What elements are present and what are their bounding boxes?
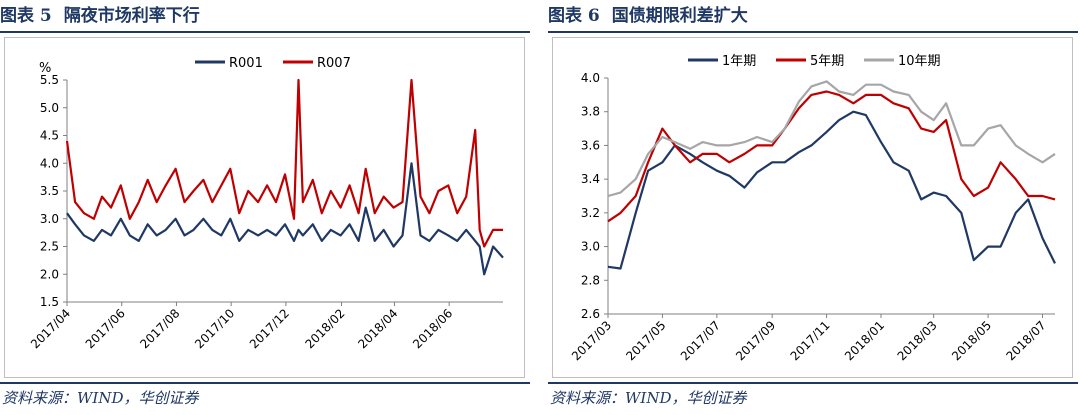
figure-caption: 隔夜市场利率下行 <box>63 6 200 26</box>
x-tick-label: 2017/06 <box>83 306 128 351</box>
figure-title: 图表 5 隔夜市场利率下行 <box>0 2 212 30</box>
source-note: 资料来源：WIND，华创证券 <box>2 389 199 407</box>
legend-label: R007 <box>317 56 351 71</box>
x-tick-label: 2017/08 <box>137 306 182 351</box>
title-rule <box>548 31 1078 33</box>
figure-caption: 国债期限利差扩大 <box>611 6 748 26</box>
x-tick-label: 2017/04 <box>28 306 73 351</box>
x-tick-label: 2018/02 <box>302 306 347 351</box>
x-tick-label: 2018/05 <box>949 318 994 363</box>
y-tick-label: 3.0 <box>581 240 600 254</box>
series-line-1年期 <box>607 110 1056 270</box>
y-tick-label: 3.2 <box>581 206 600 220</box>
y-tick-label: 3.4 <box>581 172 600 186</box>
legend-label: R001 <box>229 56 263 71</box>
y-tick-label: 2.6 <box>581 307 600 321</box>
term-spread-chart: 2.6 2.8 3.0 3.2 3.4 3.6 3.8 4.0 2017/03 2017/05 20… <box>552 37 1073 378</box>
y-tick-label: 5.0 <box>40 101 59 115</box>
y-axis-label: % <box>39 61 51 76</box>
chart0-svg: 1.52.02.53.03.54.04.55.05.5%2017/04 2017/… <box>28 56 504 351</box>
y-tick-label: 2.8 <box>581 273 600 287</box>
x-tick-label: 2018/01 <box>842 318 887 363</box>
series-line-10年期 <box>607 80 1056 198</box>
y-tick-label: 2.5 <box>40 240 59 254</box>
y-tick-label: 4.0 <box>40 156 59 170</box>
x-tick-label: 2017/03 <box>569 318 614 363</box>
y-tick-label: 3.6 <box>581 138 600 152</box>
y-tick-label: 1.5 <box>40 295 59 309</box>
y-tick-label: 5.5 <box>40 73 59 87</box>
x-tick-label: 2018/04 <box>355 306 400 351</box>
x-tick-label: 2017/10 <box>192 306 237 351</box>
legend-label: 10年期 <box>898 54 941 69</box>
legend-label: 5年期 <box>810 54 844 69</box>
figure-title: 图表 6 国债期限利差扩大 <box>548 2 760 30</box>
x-tick-label: 2018/07 <box>1003 318 1048 363</box>
overnight-rate-chart: 1.5 2.0 2.5 3.0 3.5 4.0 4.5 5.0 5.5% 2017/04 2017/… <box>4 37 525 378</box>
series-line-R001 <box>66 162 504 276</box>
series-line-R007 <box>65 78 503 248</box>
figure-number: 图表 6 <box>548 6 600 26</box>
y-tick-label: 4.0 <box>581 71 600 85</box>
legend-label: 1年期 <box>722 54 756 69</box>
x-tick-label: 2017/07 <box>678 318 723 363</box>
source-rule <box>0 382 530 384</box>
y-tick-label: 4.5 <box>40 129 59 143</box>
x-tick-label: 2017/09 <box>733 318 778 363</box>
y-tick-label: 3.5 <box>40 184 59 198</box>
title-rule <box>0 31 530 33</box>
series-line-5年期 <box>607 90 1056 223</box>
y-tick-label: 3.8 <box>581 105 600 119</box>
y-tick-label: 3.0 <box>40 212 59 226</box>
x-tick-label: 2018/06 <box>410 306 455 351</box>
x-tick-label: 2018/03 <box>895 318 940 363</box>
y-tick-label: 2.0 <box>40 267 59 281</box>
x-tick-label: 2017/05 <box>623 318 668 363</box>
left-figure: 图表 5 隔夜市场利率下行 1.5 2.0 2.5 3.0 3.5 4.0 4.5 5.0 5.5… <box>0 0 530 415</box>
figure-number: 图表 5 <box>0 6 52 26</box>
x-tick-label: 2017/12 <box>247 306 292 351</box>
x-tick-label: 2017/11 <box>788 318 833 363</box>
source-rule <box>548 382 1078 384</box>
right-figure: 图表 6 国债期限利差扩大 2.6 2.8 3.0 3.2 3.4 3.6 3.8 4.0 201… <box>548 0 1078 415</box>
source-note: 资料来源：WIND，华创证券 <box>550 389 747 407</box>
